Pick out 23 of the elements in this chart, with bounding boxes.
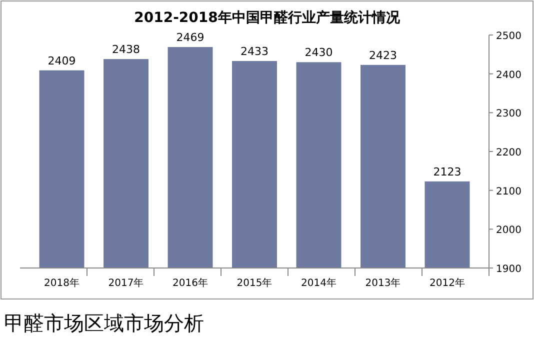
x-tick-label: 2014年 <box>301 277 336 289</box>
y-tick-label: 2200 <box>496 148 522 158</box>
y-tick-label: 2000 <box>496 225 522 236</box>
data-label: 2409 <box>48 54 76 68</box>
y-tick-label: 2300 <box>496 108 522 120</box>
chart-title: 2012-2018年中国甲醛行业产量统计情况 <box>134 9 401 26</box>
text: 甲醛市场区域市场分析 <box>4 311 204 335</box>
x-tick-label: 2017年 <box>108 277 144 289</box>
x-tick-label: 2016年 <box>172 277 208 289</box>
y-tick-label: 2400 <box>496 70 522 81</box>
x-tick-label: 2015年 <box>236 277 272 289</box>
y-tick-label: 1900 <box>496 264 522 275</box>
data-label: 2123 <box>433 165 462 178</box>
data-label: 2438 <box>112 43 140 56</box>
data-label: 2433 <box>240 45 268 58</box>
data-label: 2469 <box>176 31 204 44</box>
x-tick-label: 2018年 <box>44 277 80 289</box>
data-label: 2430 <box>304 46 333 60</box>
y-tick-label: 2100 <box>496 186 522 198</box>
y-tick-label: 2500 <box>496 31 522 42</box>
data-label: 2423 <box>368 48 397 62</box>
x-tick-label: 2012年 <box>430 277 465 289</box>
x-tick-label: 2013年 <box>365 277 401 289</box>
